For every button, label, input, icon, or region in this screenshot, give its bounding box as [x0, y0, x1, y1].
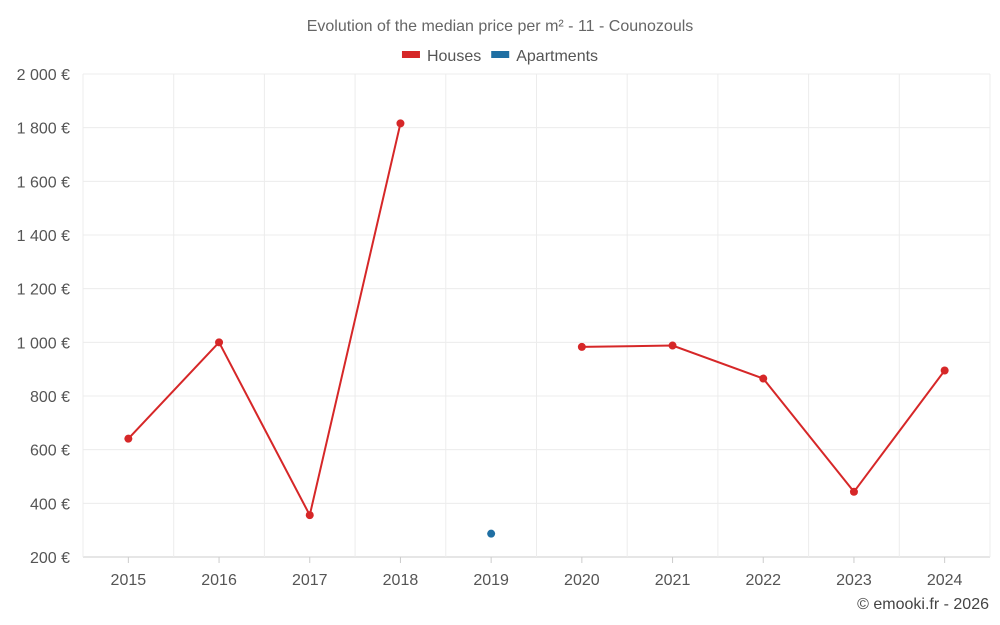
data-point[interactable] — [759, 374, 768, 383]
x-tick-label: 2018 — [383, 572, 419, 589]
data-point[interactable] — [487, 529, 496, 538]
legend-label: Houses — [427, 48, 481, 65]
data-point[interactable] — [396, 119, 405, 128]
y-tick-label: 600 € — [30, 443, 70, 460]
x-tick-label: 2020 — [564, 572, 600, 589]
x-tick-label: 2016 — [201, 572, 237, 589]
data-point[interactable] — [215, 338, 224, 347]
series-houses — [124, 119, 949, 520]
x-tick-label: 2019 — [473, 572, 509, 589]
y-tick-label: 1 200 € — [17, 282, 70, 299]
y-tick-label: 2 000 € — [17, 67, 70, 84]
y-tick-label: 1 600 € — [17, 174, 70, 191]
series-line — [127, 123, 402, 518]
grid — [82, 73, 991, 558]
y-tick-label: 1 800 € — [17, 121, 70, 138]
data-point[interactable] — [577, 342, 586, 351]
legend: Houses Apartments — [401, 48, 598, 65]
data-point[interactable] — [849, 487, 858, 496]
y-tick-label: 800 € — [30, 389, 70, 406]
series-layer — [124, 119, 949, 538]
x-tick-label: 2023 — [836, 572, 872, 589]
y-tick-label: 1 000 € — [17, 335, 70, 352]
y-tick-label: 400 € — [30, 496, 70, 513]
legend-label: Apartments — [516, 48, 598, 65]
data-point[interactable] — [668, 341, 677, 350]
series-apartments — [487, 529, 496, 538]
x-tick-label: 2022 — [745, 572, 781, 589]
y-axis: 200 € 400 € 600 € 800 € 1 000 € 1 200 € 1 400 … — [17, 67, 70, 567]
legend-swatch — [401, 51, 420, 58]
x-tick-label: 2021 — [655, 572, 691, 589]
data-point[interactable] — [305, 511, 314, 520]
data-point[interactable] — [940, 366, 949, 375]
x-tick-label: 2015 — [111, 572, 147, 589]
y-tick-label: 1 400 € — [17, 228, 70, 245]
credit-text: © emooki.fr - 2026 — [857, 596, 989, 613]
chart-title: Evolution of the median price per m² - 1… — [307, 18, 694, 35]
data-point[interactable] — [124, 434, 133, 443]
x-tick-label: 2017 — [292, 572, 328, 589]
x-tick-label: 2024 — [927, 572, 963, 589]
series-line — [581, 344, 946, 494]
legend-item[interactable]: Houses — [401, 48, 481, 65]
x-axis: 2015 2016 2017 2018 2019 2020 2021 2022 2023 2024 — [111, 557, 963, 589]
legend-item[interactable]: Apartments — [491, 48, 598, 65]
y-tick-label: 200 € — [30, 550, 70, 567]
legend-swatch — [491, 51, 510, 58]
